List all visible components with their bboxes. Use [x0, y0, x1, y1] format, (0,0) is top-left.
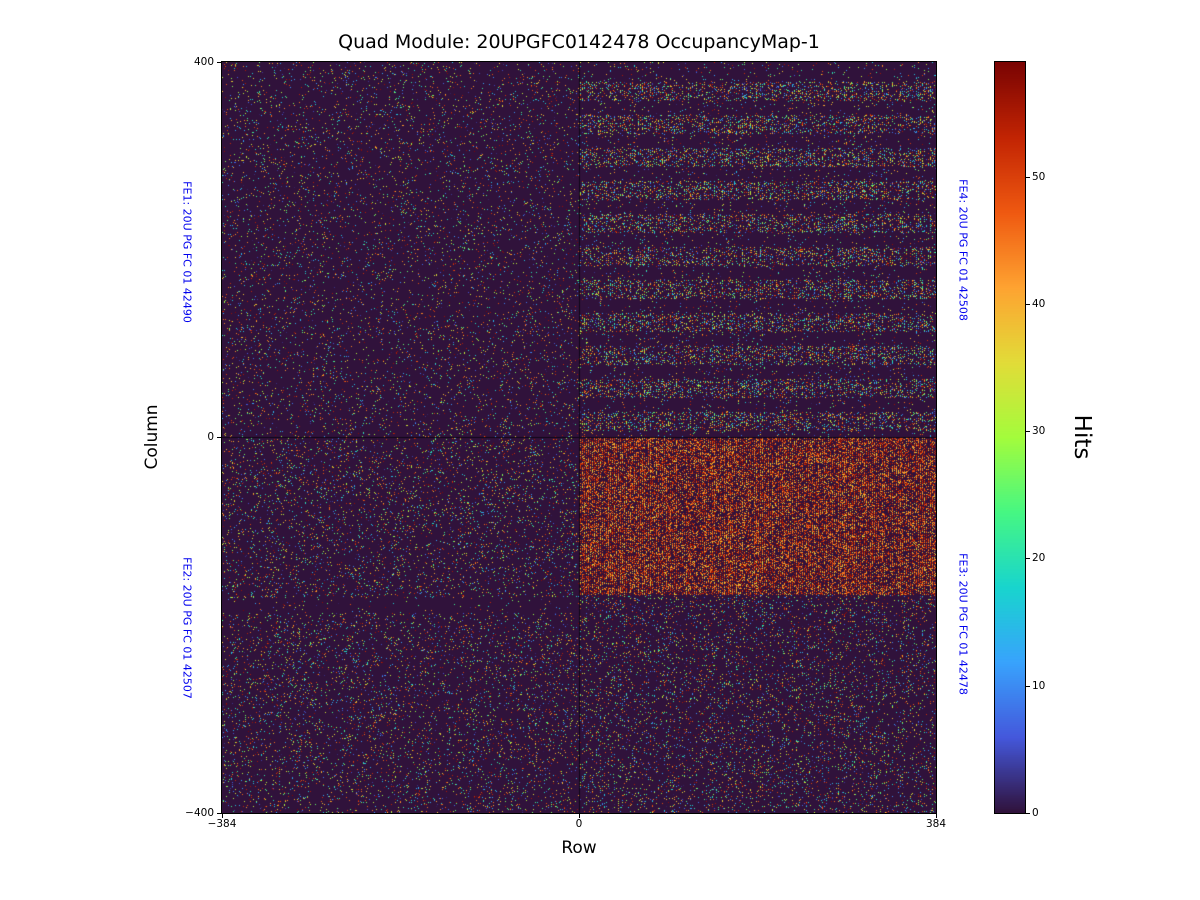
y-tick-mark — [217, 62, 221, 63]
x-tick-label: 384 — [925, 818, 947, 830]
x-tick-mark — [579, 814, 580, 818]
x-tick-label: 0 — [575, 818, 583, 830]
colorbar-tick-label: 20 — [1032, 552, 1046, 564]
y-tick-label: 400 — [193, 56, 214, 68]
x-tick-mark — [222, 814, 223, 818]
colorbar-tick-mark — [1026, 558, 1030, 559]
y-axis-label: Column — [142, 404, 162, 470]
colorbar-tick-mark — [1026, 813, 1030, 814]
y-tick-label: −400 — [185, 807, 214, 819]
colorbar-tick-label: 30 — [1032, 425, 1046, 437]
occupancy-heatmap — [222, 62, 936, 813]
colorbar-tick-mark — [1026, 431, 1030, 432]
fe4-chip-label: FE4: 20U PG FC 01 42508 — [956, 179, 970, 321]
colorbar-tick-label: 50 — [1032, 171, 1046, 183]
plot-title: Quad Module: 20UPGFC0142478 OccupancyMap… — [338, 31, 820, 53]
colorbar-tick-label: 40 — [1032, 298, 1046, 310]
colorbar-tick-label: 10 — [1032, 680, 1046, 692]
colorbar-tick-mark — [1026, 686, 1030, 687]
fe3-chip-label: FE3: 20U PG FC 01 42478 — [956, 553, 970, 695]
x-tick-label: −384 — [207, 818, 237, 830]
colorbar — [994, 61, 1026, 814]
colorbar-gradient — [995, 62, 1025, 813]
y-tick-mark — [217, 437, 221, 438]
x-tick-mark — [936, 814, 937, 818]
fe1-chip-label: FE1: 20U PG FC 01 42490 — [180, 181, 194, 323]
y-tick-mark — [217, 813, 221, 814]
x-axis-label: Row — [561, 838, 597, 858]
heatmap-plot-area — [221, 61, 937, 814]
colorbar-tick-mark — [1026, 177, 1030, 178]
colorbar-tick-label: 0 — [1032, 807, 1039, 819]
fe2-chip-label: FE2: 20U PG FC 01 42507 — [180, 557, 194, 699]
y-tick-label: 0 — [207, 431, 214, 443]
colorbar-tick-mark — [1026, 304, 1030, 305]
colorbar-axis-label: Hits — [1069, 414, 1095, 460]
